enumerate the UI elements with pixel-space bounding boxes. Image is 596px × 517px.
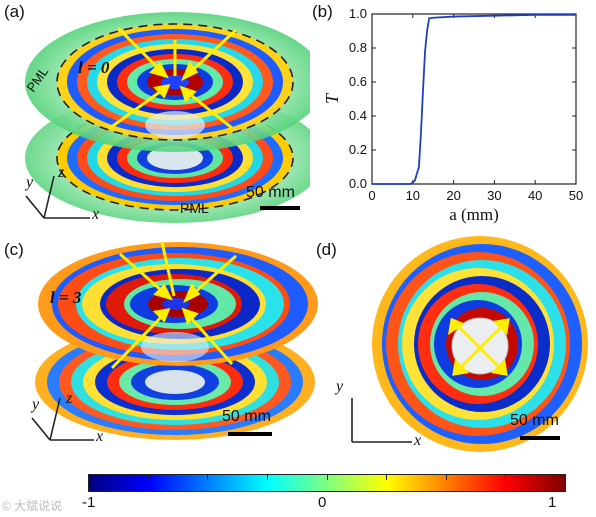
x-tick-label: 40 — [528, 188, 542, 203]
mode-label-a: l = 0 — [78, 58, 110, 77]
transmission-chart: 0 10 20 30 40 50 0.0 0.2 0.4 0.6 0.8 1.0 a (mm) T — [322, 6, 583, 224]
panel-c-figure — [31, 241, 318, 441]
axis-y-d: y — [336, 378, 344, 395]
axes-triad-a — [25, 175, 90, 219]
wave-arrows-d — [447, 317, 510, 376]
plot-frame — [371, 13, 577, 185]
colorbar — [88, 474, 566, 492]
colorbar-tick — [505, 475, 506, 480]
pml-label-bottom: PML — [180, 200, 209, 216]
axis-y-c: y — [32, 396, 40, 413]
panel-b-label: (b) — [312, 2, 333, 21]
y-tick-label: 1.0 — [349, 6, 367, 21]
colorbar-tick — [446, 475, 447, 480]
scale-text-c: 50 mm — [222, 408, 271, 425]
x-tick-label: 20 — [446, 188, 460, 203]
panel-a-figure — [25, 12, 325, 223]
colorbar-tick — [327, 475, 328, 480]
x-axis-label: a (mm) — [449, 205, 499, 224]
panel-c-label: (c) — [4, 240, 24, 259]
colorbar-tick — [267, 475, 268, 480]
x-tick-label: 30 — [487, 188, 501, 203]
y-tick-label: 0.2 — [349, 142, 367, 157]
colorbar-min-label: -1 — [82, 494, 96, 511]
panel-a: (a) l = 0 PML PML 50 mm x y z — [0, 0, 325, 232]
mode-label-c: l = 3 — [50, 288, 82, 307]
colorbar-tick — [386, 475, 387, 480]
panel-a-label: (a) — [4, 2, 25, 21]
y-tick-label: 0.4 — [349, 108, 367, 123]
axis-y-a: y — [26, 174, 34, 191]
axes-triad-c — [31, 397, 94, 441]
colorbar-mid-label: 0 — [318, 494, 327, 511]
panel-d-label: (d) — [316, 240, 337, 259]
axis-x-c: x — [96, 428, 104, 445]
x-tick-label: 0 — [368, 188, 375, 203]
scale-bar-d — [520, 436, 560, 440]
panel-d-figure — [351, 236, 588, 452]
scale-text-d: 50 mm — [510, 412, 559, 429]
y-tick-label: 0.8 — [349, 40, 367, 55]
y-tick-label: 0.0 — [349, 176, 367, 191]
panel-b: 0 10 20 30 40 50 0.0 0.2 0.4 0.6 0.8 1.0 a (mm) T (b) — [312, 0, 596, 232]
axis-z-c: z — [66, 390, 73, 407]
scatterer-cylinder-c — [141, 332, 209, 362]
colorbar-tick — [148, 475, 149, 480]
dashed-boundary-bottom — [56, 105, 294, 211]
x-tick-label: 10 — [406, 188, 420, 203]
panel-c: (c) l = 3 50 mm x y z — [0, 232, 330, 460]
axis-x-a: x — [92, 206, 100, 223]
axis-z-a: z — [58, 164, 65, 181]
field-spiral-top — [38, 242, 318, 366]
panel-d: (d) 50 mm x y — [310, 232, 596, 460]
scatterer-cylinder — [145, 111, 205, 139]
y-axis-label: T — [322, 92, 342, 104]
transmission-line — [372, 13, 576, 185]
wave-arrows-c — [110, 241, 237, 370]
axes-triad-d — [351, 398, 412, 443]
dashed-boundary-top — [56, 23, 294, 141]
field-rings-top — [57, 24, 293, 140]
wave-arrows — [109, 26, 238, 130]
colorbar-tick — [207, 475, 208, 480]
y-tick-label: 0.6 — [349, 74, 367, 89]
colorbar-max-label: 1 — [548, 494, 557, 511]
watermark: © 大斌说说 — [2, 499, 63, 513]
axis-x-d: x — [414, 432, 422, 449]
scale-text-a: 50 mm — [246, 184, 295, 201]
scale-bar-c — [228, 432, 272, 436]
scale-bar-a — [260, 206, 300, 210]
x-tick-label: 50 — [569, 188, 583, 203]
